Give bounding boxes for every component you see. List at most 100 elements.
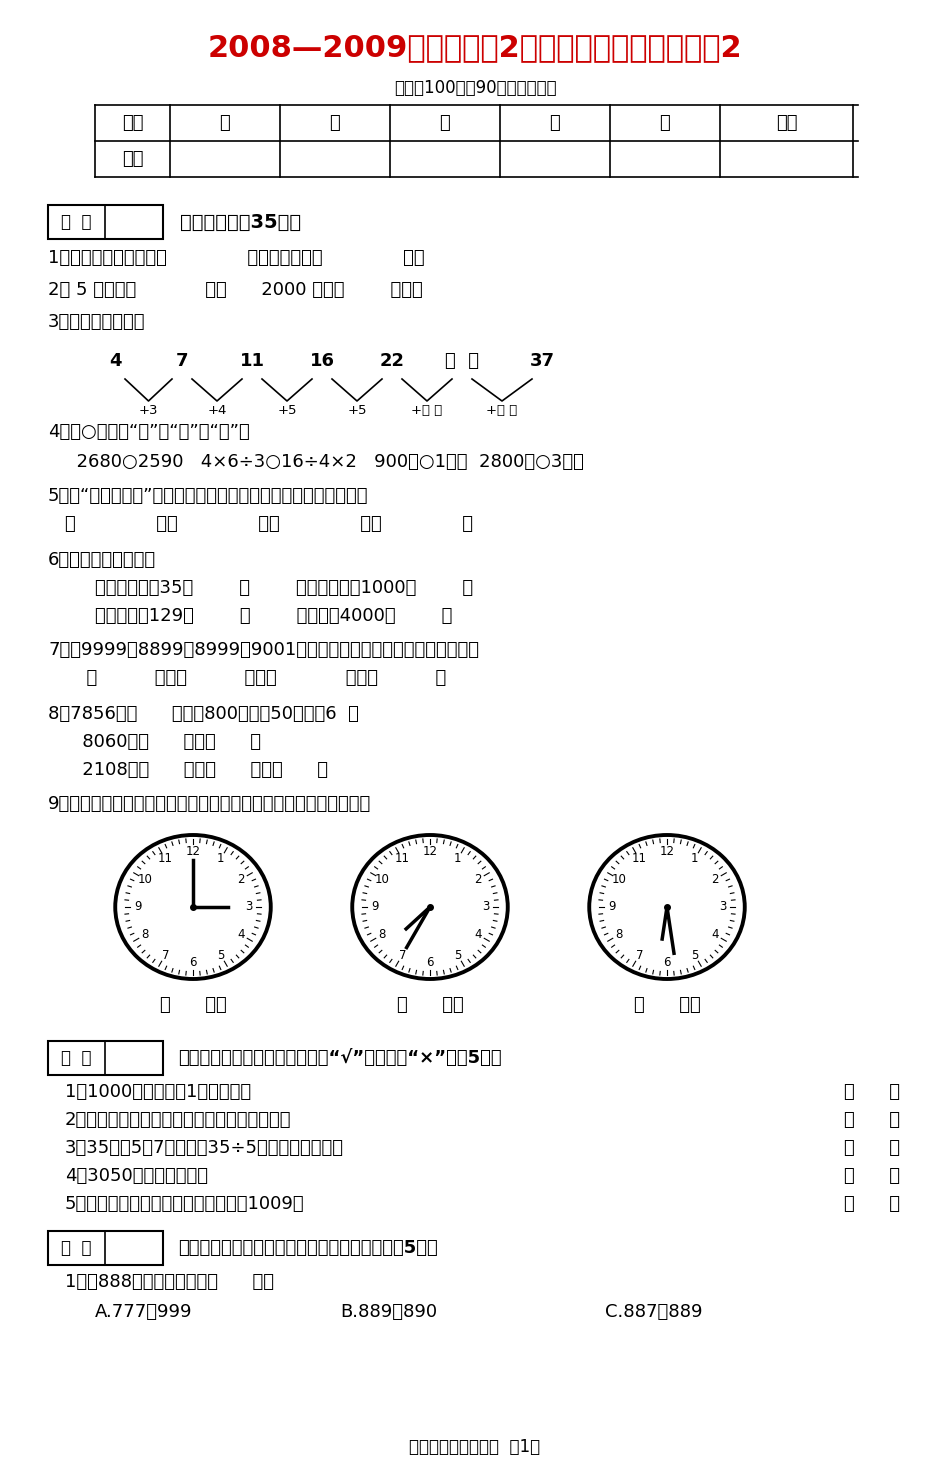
Text: 9: 9 bbox=[370, 901, 378, 913]
Text: +（ ）: +（ ） bbox=[411, 404, 443, 417]
Text: 6: 6 bbox=[427, 955, 434, 969]
Text: 11: 11 bbox=[632, 853, 647, 866]
Text: 4: 4 bbox=[474, 928, 482, 941]
Text: 1: 1 bbox=[217, 853, 224, 866]
Text: 2108＝（      ）＋（      ）＋（      ）: 2108＝（ ）＋（ ）＋（ ） bbox=[65, 761, 328, 778]
Text: 1、1000克的棉花比1千克鐵轻。: 1、1000克的棉花比1千克鐵轻。 bbox=[65, 1083, 251, 1102]
Text: （  ）: （ ） bbox=[445, 353, 479, 370]
Text: 得  分: 得 分 bbox=[61, 1239, 91, 1257]
Text: 2: 2 bbox=[238, 873, 245, 885]
Text: 小强的体重是35（        ）        两袋加碘盐重1000（        ）: 小强的体重是35（ ） 两袋加碘盐重1000（ ） bbox=[95, 579, 473, 597]
Text: 题号: 题号 bbox=[122, 114, 143, 132]
Text: （      ）角: （ ）角 bbox=[634, 996, 700, 1014]
Text: +5: +5 bbox=[348, 404, 367, 417]
Text: 11: 11 bbox=[239, 353, 264, 370]
Text: （      ）: （ ） bbox=[844, 1195, 900, 1213]
Text: 2680○2590   4×6÷3○16÷4×2   900克○1千克  2800克○3千克: 2680○2590 4×6÷3○16÷4×2 900克○1千克 2800克○3千… bbox=[65, 454, 584, 471]
Text: 11: 11 bbox=[395, 853, 409, 866]
Text: 1: 1 bbox=[691, 853, 698, 866]
Text: 10: 10 bbox=[374, 873, 390, 885]
Text: 3: 3 bbox=[482, 901, 489, 913]
Text: （      ）角: （ ）角 bbox=[160, 996, 226, 1014]
Text: 10: 10 bbox=[138, 873, 152, 885]
Text: 16: 16 bbox=[310, 353, 334, 370]
Text: 12: 12 bbox=[423, 846, 438, 859]
Text: 12: 12 bbox=[185, 846, 200, 859]
Text: 4: 4 bbox=[108, 353, 122, 370]
Text: 12: 12 bbox=[659, 846, 674, 859]
Text: （          ）＜（          ）＜（            ）＜（          ）: （ ）＜（ ）＜（ ）＜（ ） bbox=[75, 669, 446, 688]
Bar bbox=[48, 1230, 163, 1265]
Text: 9: 9 bbox=[608, 901, 616, 913]
Text: 二年级数学（人教）  第1页: 二年级数学（人教） 第1页 bbox=[409, 1438, 541, 1456]
Text: （      ）: （ ） bbox=[844, 1167, 900, 1185]
Text: 37: 37 bbox=[529, 353, 555, 370]
Text: 四: 四 bbox=[550, 114, 560, 132]
Text: 三、选择。（把正确答案的字母填在括号里）（5分）: 三、选择。（把正确答案的字母填在括号里）（5分） bbox=[178, 1239, 438, 1257]
Text: 1: 1 bbox=[454, 853, 462, 866]
Ellipse shape bbox=[115, 835, 271, 979]
Text: （              ）（              ）（              ）（              ）: （ ）（ ）（ ）（ ） bbox=[65, 515, 473, 533]
Text: 3、35减去5个7可以写作35÷5，结果是一样的。: 3、35减去5个7可以写作35÷5，结果是一样的。 bbox=[65, 1140, 344, 1157]
Text: +3: +3 bbox=[139, 404, 159, 417]
Text: （      ）: （ ） bbox=[844, 1083, 900, 1102]
Text: 3、按规律填一填。: 3、按规律填一填。 bbox=[48, 313, 145, 331]
Text: 6: 6 bbox=[189, 955, 197, 969]
Text: 5、用“五七三十五”这句口诀写出两个乘法算式和两个除法算式。: 5、用“五七三十五”这句口诀写出两个乘法算式和两个除法算式。 bbox=[48, 487, 369, 505]
Text: （      ）角: （ ）角 bbox=[397, 996, 464, 1014]
Text: 五: 五 bbox=[659, 114, 671, 132]
Text: 得  分: 得 分 bbox=[61, 1049, 91, 1067]
Text: 4: 4 bbox=[238, 928, 245, 941]
Text: 得  分: 得 分 bbox=[61, 214, 91, 231]
Text: 三: 三 bbox=[440, 114, 450, 132]
Text: 7、把9999、8899、8999、9001这几个数，按照从小到大的顺序排列。: 7、把9999、8899、8999、9001这几个数，按照从小到大的顺序排列。 bbox=[48, 641, 479, 658]
Text: 4、3050读作三千零五。: 4、3050读作三千零五。 bbox=[65, 1167, 208, 1185]
Text: 5: 5 bbox=[454, 948, 462, 961]
Text: C.887、889: C.887、889 bbox=[605, 1304, 702, 1321]
Text: +4: +4 bbox=[207, 404, 227, 417]
Text: 9、下面各钟面上的时针和分针形成什么角？再写出钟面上的时刻。: 9、下面各钟面上的时针和分针形成什么角？再写出钟面上的时刻。 bbox=[48, 794, 371, 813]
Text: 3: 3 bbox=[719, 901, 726, 913]
Bar bbox=[48, 205, 163, 238]
Text: 22: 22 bbox=[379, 353, 405, 370]
Text: 二、判断。（正确的在括号内打“√”，错的打“×”）（5分）: 二、判断。（正确的在括号内打“√”，错的打“×”）（5分） bbox=[178, 1049, 502, 1067]
Text: 5: 5 bbox=[691, 948, 698, 961]
Ellipse shape bbox=[589, 835, 745, 979]
Text: 一、填空。（35分）: 一、填空。（35分） bbox=[180, 212, 301, 231]
Text: 11: 11 bbox=[158, 853, 173, 866]
Text: +（ ）: +（ ） bbox=[486, 404, 518, 417]
Text: A.777、999: A.777、999 bbox=[95, 1304, 193, 1321]
Text: 2: 2 bbox=[474, 873, 482, 885]
Text: 一袋方便面129（        ）        一车煤重4000（        ）: 一袋方便面129（ ） 一车煤重4000（ ） bbox=[95, 607, 452, 625]
Text: 8: 8 bbox=[142, 928, 149, 941]
Text: B.889、890: B.889、890 bbox=[340, 1304, 437, 1321]
Text: 8060＝（      ）＋（      ）: 8060＝（ ）＋（ ） bbox=[65, 733, 261, 751]
Text: 5、最大的三位数与最小两位数的和是1009。: 5、最大的三位数与最小两位数的和是1009。 bbox=[65, 1195, 305, 1213]
Text: 5: 5 bbox=[217, 948, 224, 961]
Text: 得分: 得分 bbox=[122, 151, 143, 168]
Text: （      ）: （ ） bbox=[844, 1140, 900, 1157]
Text: +5: +5 bbox=[277, 404, 296, 417]
Text: 8、7856＝（      ）＋（800）＋（50）＋（6  ）: 8、7856＝（ ）＋（800）＋（50）＋（6 ） bbox=[48, 705, 359, 723]
Text: （      ）: （ ） bbox=[844, 1110, 900, 1129]
Text: 4、在○里填上“＞”、“＜”或“＝”。: 4、在○里填上“＞”、“＜”或“＝”。 bbox=[48, 423, 250, 440]
Text: 4: 4 bbox=[712, 928, 719, 941]
Text: （满分100分，90分钟内完成）: （满分100分，90分钟内完成） bbox=[393, 79, 557, 97]
Text: 6、填上合适的单位。: 6、填上合适的单位。 bbox=[48, 552, 156, 569]
Text: 1、与888相邻的两个数是（      ）。: 1、与888相邻的两个数是（ ）。 bbox=[65, 1273, 274, 1290]
Text: 7: 7 bbox=[162, 948, 169, 961]
Text: 8: 8 bbox=[616, 928, 622, 941]
Text: 7: 7 bbox=[176, 353, 188, 370]
Bar bbox=[48, 1042, 163, 1075]
Text: 2、 5 千克＝（            ）克      2000 克＝（        ）千克: 2、 5 千克＝（ ）克 2000 克＝（ ）千克 bbox=[48, 281, 423, 298]
Text: 二: 二 bbox=[330, 114, 340, 132]
Text: 9: 9 bbox=[134, 901, 142, 913]
Text: 总分: 总分 bbox=[776, 114, 797, 132]
Text: 10: 10 bbox=[612, 873, 626, 885]
Text: 1、三千二百零八写作（              ），一万写作（              ）。: 1、三千二百零八写作（ ），一万写作（ ）。 bbox=[48, 249, 425, 268]
Text: 2008—2009学年度小学2年级（下）数学期末试题2: 2008—2009学年度小学2年级（下）数学期末试题2 bbox=[208, 34, 742, 63]
Text: 3: 3 bbox=[245, 901, 252, 913]
Text: 一: 一 bbox=[219, 114, 230, 132]
Text: 8: 8 bbox=[378, 928, 386, 941]
Text: 2: 2 bbox=[712, 873, 719, 885]
